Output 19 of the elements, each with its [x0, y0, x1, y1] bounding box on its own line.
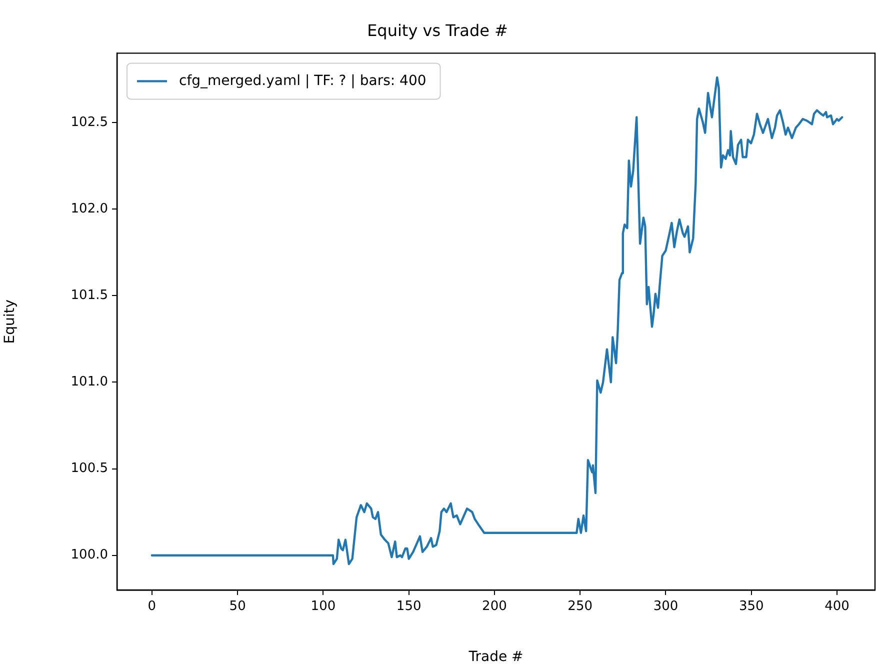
y-tick-label: 100.5: [70, 461, 108, 476]
x-tick-label: 250: [568, 599, 593, 614]
x-axis-title: Trade #: [468, 649, 524, 666]
y-tick-label: 102.0: [70, 201, 108, 216]
y-tick-label: 102.5: [70, 114, 108, 130]
x-tick-label: 400: [824, 599, 850, 614]
x-tick-label: 350: [738, 599, 764, 614]
y-axis-title: Equity: [2, 299, 18, 344]
y-tick-label: 101.0: [70, 374, 108, 390]
x-tick-label: 0: [148, 599, 156, 614]
x-tick-label: 300: [653, 599, 678, 614]
x-tick-label: 150: [396, 599, 422, 614]
x-tick-label: 200: [482, 599, 507, 614]
y-tick-label: 101.5: [70, 288, 108, 303]
y-tick-label: 100.0: [70, 548, 108, 563]
legend-label: cfg_merged.yaml | TF: ? | bars: 400: [179, 72, 426, 89]
chart-title: Equity vs Trade #: [367, 20, 508, 40]
x-tick-label: 100: [310, 599, 336, 614]
x-tick-label: 50: [229, 599, 246, 614]
